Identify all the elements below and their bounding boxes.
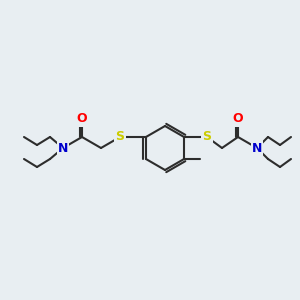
Text: O: O — [77, 112, 87, 125]
Text: N: N — [252, 142, 262, 154]
Text: S: S — [116, 130, 124, 143]
Text: S: S — [202, 130, 211, 143]
Text: O: O — [233, 112, 243, 125]
Text: N: N — [58, 142, 68, 154]
